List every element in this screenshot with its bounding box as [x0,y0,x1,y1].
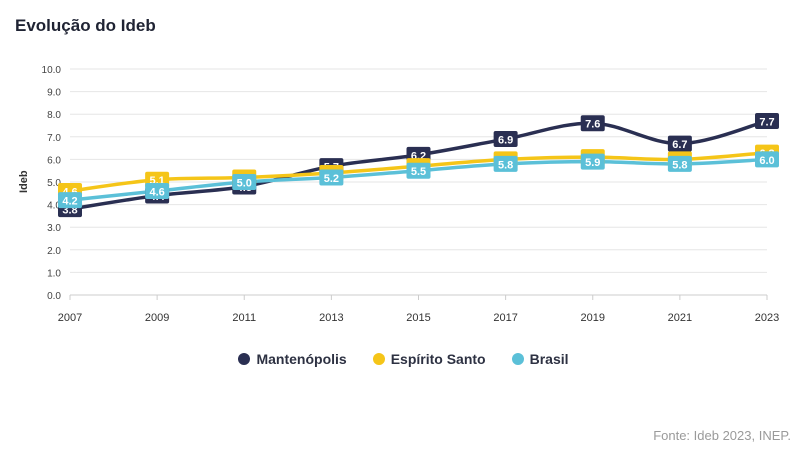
y-tick-label: 3.0 [47,223,61,234]
data-label-box-brasil [58,192,82,209]
x-tick-label: 2009 [145,312,169,324]
y-tick-label: 5.0 [47,178,61,189]
x-tick-label: 2011 [232,312,256,324]
y-tick-label: 7.0 [47,133,61,144]
data-label-box-mantenopolis [493,131,518,148]
legend-swatch-espirito-santo [372,353,385,365]
data-label-box-mantenopolis [580,115,605,132]
x-tick-label: 2019 [581,312,605,324]
x-tick-label: 2013 [319,312,343,324]
data-label-mantenopolis: 6.9 [498,135,513,147]
data-label-brasil: 5.0 [237,178,252,190]
data-label-brasil: 5.5 [411,166,426,178]
x-tick-label: 2015 [406,312,430,324]
data-label-mantenopolis: 7.6 [585,119,600,131]
data-label-box-brasil [232,174,257,190]
x-tick-label: 2023 [755,312,779,324]
page-title: Evolução do Ideb [15,16,156,35]
chart-legend: Mantenópolis Espírito Santo Brasil [0,351,807,367]
data-label-box-brasil [580,153,605,170]
legend-item-espirito-santo[interactable]: Espírito Santo [372,351,486,367]
data-label-brasil: 6.0 [759,155,774,167]
data-label-brasil: 5.8 [498,159,513,171]
y-tick-label: 8.0 [47,110,61,121]
legend-label: Brasil [529,351,569,367]
data-label-box-brasil [319,169,344,186]
ideb-line-chart: 0.0 1.0 2.0 3.0 4.0 5.0 6.0 7.0 8.0 9.0 10.0 2007 20… [42,65,780,324]
legend-swatch-brasil [511,353,524,365]
y-tick-label: 1.0 [47,268,61,279]
data-label-box-brasil [406,162,431,179]
data-label-box-brasil [667,155,692,172]
data-label-box-brasil [755,151,779,168]
y-tick-label: 4.0 [47,201,61,212]
x-tick-label: 2007 [58,312,82,324]
source-note: Fonte: Ideb 2023, INEP. [653,428,791,443]
data-label-box-brasil [493,155,518,172]
data-label-box-brasil [145,183,170,200]
y-tick-label: 0.0 [47,291,61,302]
data-label-mantenopolis: 6.7 [672,139,687,151]
x-tick-label: 2017 [493,312,517,324]
data-label-brasil: 5.8 [672,159,687,171]
data-label-box-mantenopolis [667,135,692,152]
y-tick-label: 10.0 [42,65,62,76]
legend-label: Espírito Santo [390,351,486,367]
legend-item-mantenopolis[interactable]: Mantenópolis [238,351,347,367]
y-tick-label: 2.0 [47,246,61,257]
legend-label: Mantenópolis [256,351,347,367]
data-label-brasil: 4.2 [62,196,77,208]
data-label-mantenopolis: 7.7 [759,116,774,128]
y-axis-label: Ideb [18,170,30,193]
y-tick-label: 6.0 [47,155,61,166]
data-label-box-mantenopolis [755,112,779,129]
y-tick-label: 9.0 [47,88,61,99]
data-label-brasil: 4.6 [149,187,164,199]
x-tick-label: 2021 [668,312,692,324]
data-label-brasil: 5.9 [585,157,600,169]
legend-item-brasil[interactable]: Brasil [511,351,569,367]
legend-swatch-mantenopolis [238,353,251,365]
data-label-brasil: 5.2 [324,173,339,185]
